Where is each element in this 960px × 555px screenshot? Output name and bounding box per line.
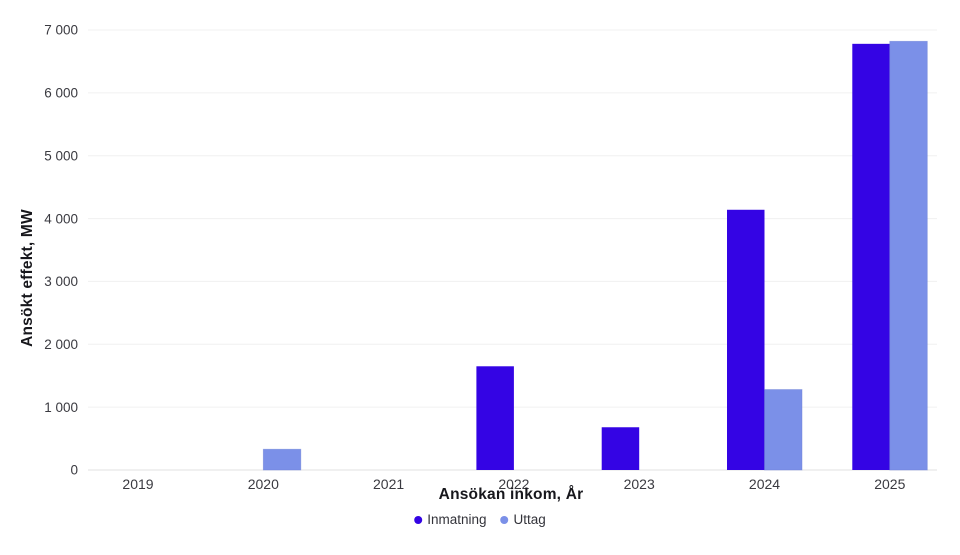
x-tick-label: 2020 [248,476,279,492]
y-tick-label: 5 000 [44,148,78,163]
y-tick-label: 6 000 [44,86,78,101]
bar-inmatning-2024 [727,209,765,470]
x-tick-label: 2025 [874,476,905,492]
y-tick-label: 3 000 [44,274,78,289]
bar-uttag-2024 [764,389,803,471]
y-axis-title: Ansökt effekt, MW [19,209,36,347]
bar-uttag-2025 [889,40,928,471]
y-tick-label: 0 [70,463,78,478]
x-tick-label: 2022 [498,476,529,492]
bar-inmatning-2023 [601,427,640,470]
x-tick-label: 2023 [624,476,655,492]
x-axis-title: Ansökan inkom, År [438,486,584,503]
chart-legend: Inmatning Uttag [414,512,546,527]
x-tick-label: 2019 [122,476,153,492]
y-tick-label: 2 000 [44,337,78,352]
legend-label-inmatning: Inmatning [427,512,487,527]
uttag-dot-icon [500,515,509,524]
legend-item-uttag[interactable]: Uttag [500,512,546,527]
x-tick-label: 2024 [749,476,780,492]
inmatning-dot-icon [414,515,423,524]
legend-item-inmatning[interactable]: Inmatning [414,512,487,527]
y-tick-label: 4 000 [44,211,78,226]
bar-inmatning-2022 [476,366,514,470]
y-tick-label: 7 000 [44,23,78,38]
y-tick-label: 1 000 [44,400,78,415]
bar-uttag-2020 [262,448,302,471]
bar-inmatning-2025 [852,43,890,470]
x-tick-label: 2021 [373,476,404,492]
legend-label-uttag: Uttag [513,512,546,527]
